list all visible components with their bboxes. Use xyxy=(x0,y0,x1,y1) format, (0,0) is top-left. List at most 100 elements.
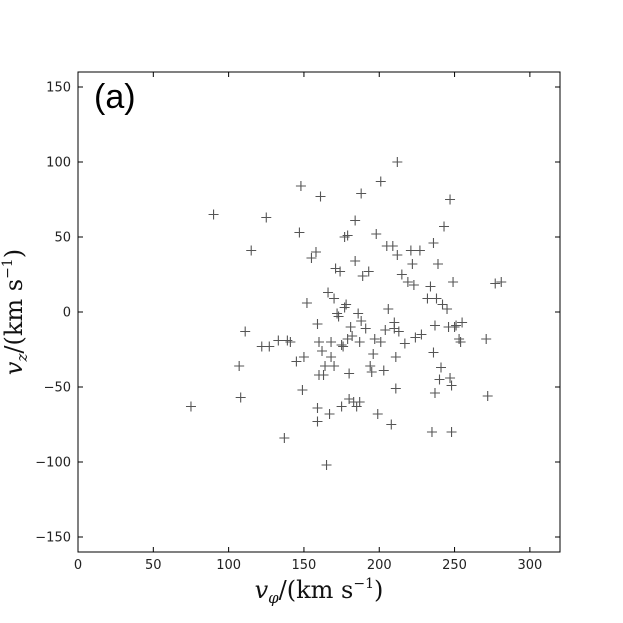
y-tick-label: 0 xyxy=(63,306,71,321)
data-point xyxy=(375,176,386,187)
data-point xyxy=(240,326,251,337)
panel-label: (a) xyxy=(94,78,136,116)
data-point xyxy=(445,373,456,383)
data-point xyxy=(320,361,331,371)
x-tick-label: 50 xyxy=(145,558,162,573)
data-point xyxy=(392,250,403,260)
data-point xyxy=(336,401,347,412)
data-point xyxy=(496,277,507,287)
data-point xyxy=(324,409,335,419)
data-point xyxy=(434,374,445,385)
data-point xyxy=(314,337,324,347)
x-tick-label: 0 xyxy=(74,558,82,573)
data-point xyxy=(439,221,450,232)
data-point xyxy=(310,247,321,257)
data-point xyxy=(457,317,468,328)
data-point xyxy=(482,391,493,401)
data-point xyxy=(312,416,323,427)
data-point xyxy=(431,293,442,304)
data-point xyxy=(317,346,328,356)
data-point xyxy=(208,209,219,220)
data-point xyxy=(333,311,344,322)
data-point xyxy=(429,388,440,398)
data-point xyxy=(386,419,397,430)
data-point xyxy=(353,308,364,319)
data-point xyxy=(393,326,404,337)
data-point xyxy=(297,385,308,395)
data-point xyxy=(405,245,416,256)
data-point xyxy=(235,392,246,403)
data-point xyxy=(354,337,365,347)
data-point xyxy=(185,401,196,412)
data-point xyxy=(350,256,361,266)
data-point xyxy=(372,409,383,419)
data-point xyxy=(356,188,367,199)
data-point xyxy=(336,340,347,350)
data-point xyxy=(369,334,380,344)
data-point xyxy=(264,341,275,352)
data-point xyxy=(437,299,448,310)
data-point xyxy=(387,241,398,251)
x-tick-label: 250 xyxy=(442,558,467,573)
y-tick-label: −150 xyxy=(35,531,71,546)
x-tick-label: 300 xyxy=(517,558,542,573)
data-point xyxy=(428,238,439,248)
data-points xyxy=(185,157,507,470)
data-point xyxy=(312,403,323,413)
data-point xyxy=(338,341,349,352)
y-tick-label: −100 xyxy=(35,456,71,471)
data-point xyxy=(347,331,358,341)
data-point xyxy=(285,337,296,347)
data-point xyxy=(326,352,337,362)
data-point xyxy=(390,352,401,362)
data-point xyxy=(436,362,447,373)
data-point xyxy=(360,323,371,334)
x-tick-label: 150 xyxy=(292,558,317,573)
data-point xyxy=(396,269,407,280)
y-tick-label: 50 xyxy=(54,231,71,246)
data-point xyxy=(410,332,421,343)
x-tick-label: 100 xyxy=(216,558,241,573)
x-axis-label: vφ/(km s−1) xyxy=(255,576,384,607)
data-point xyxy=(402,277,413,287)
data-point xyxy=(329,361,340,371)
data-point xyxy=(380,325,391,335)
data-point xyxy=(455,337,466,347)
data-point xyxy=(291,356,302,367)
data-point xyxy=(301,298,312,308)
data-point xyxy=(344,368,355,379)
data-point xyxy=(481,334,492,344)
data-point xyxy=(295,181,306,191)
data-point xyxy=(368,349,379,359)
data-point xyxy=(408,280,419,290)
data-point xyxy=(414,245,425,256)
y-tick-label: 100 xyxy=(46,156,71,171)
data-point xyxy=(446,380,457,391)
data-point xyxy=(323,287,334,298)
data-point xyxy=(273,335,284,346)
y-tick-label: 150 xyxy=(46,81,71,96)
data-point xyxy=(429,320,440,331)
data-point xyxy=(357,271,368,281)
data-point xyxy=(345,322,356,332)
data-point xyxy=(428,347,439,358)
data-point xyxy=(246,245,257,256)
data-point xyxy=(294,227,305,238)
data-point xyxy=(306,253,317,263)
data-point xyxy=(432,259,443,269)
data-point xyxy=(448,277,459,287)
data-point xyxy=(279,433,290,443)
data-point xyxy=(312,319,323,329)
data-point xyxy=(335,266,346,277)
data-point xyxy=(407,259,418,269)
data-point xyxy=(371,229,382,239)
data-point xyxy=(416,329,427,340)
data-point xyxy=(390,383,401,394)
data-point xyxy=(383,304,394,314)
data-point xyxy=(341,299,352,310)
y-tick-label: −50 xyxy=(44,381,71,396)
data-point xyxy=(446,427,457,437)
data-point xyxy=(490,278,501,289)
data-point xyxy=(354,397,365,407)
